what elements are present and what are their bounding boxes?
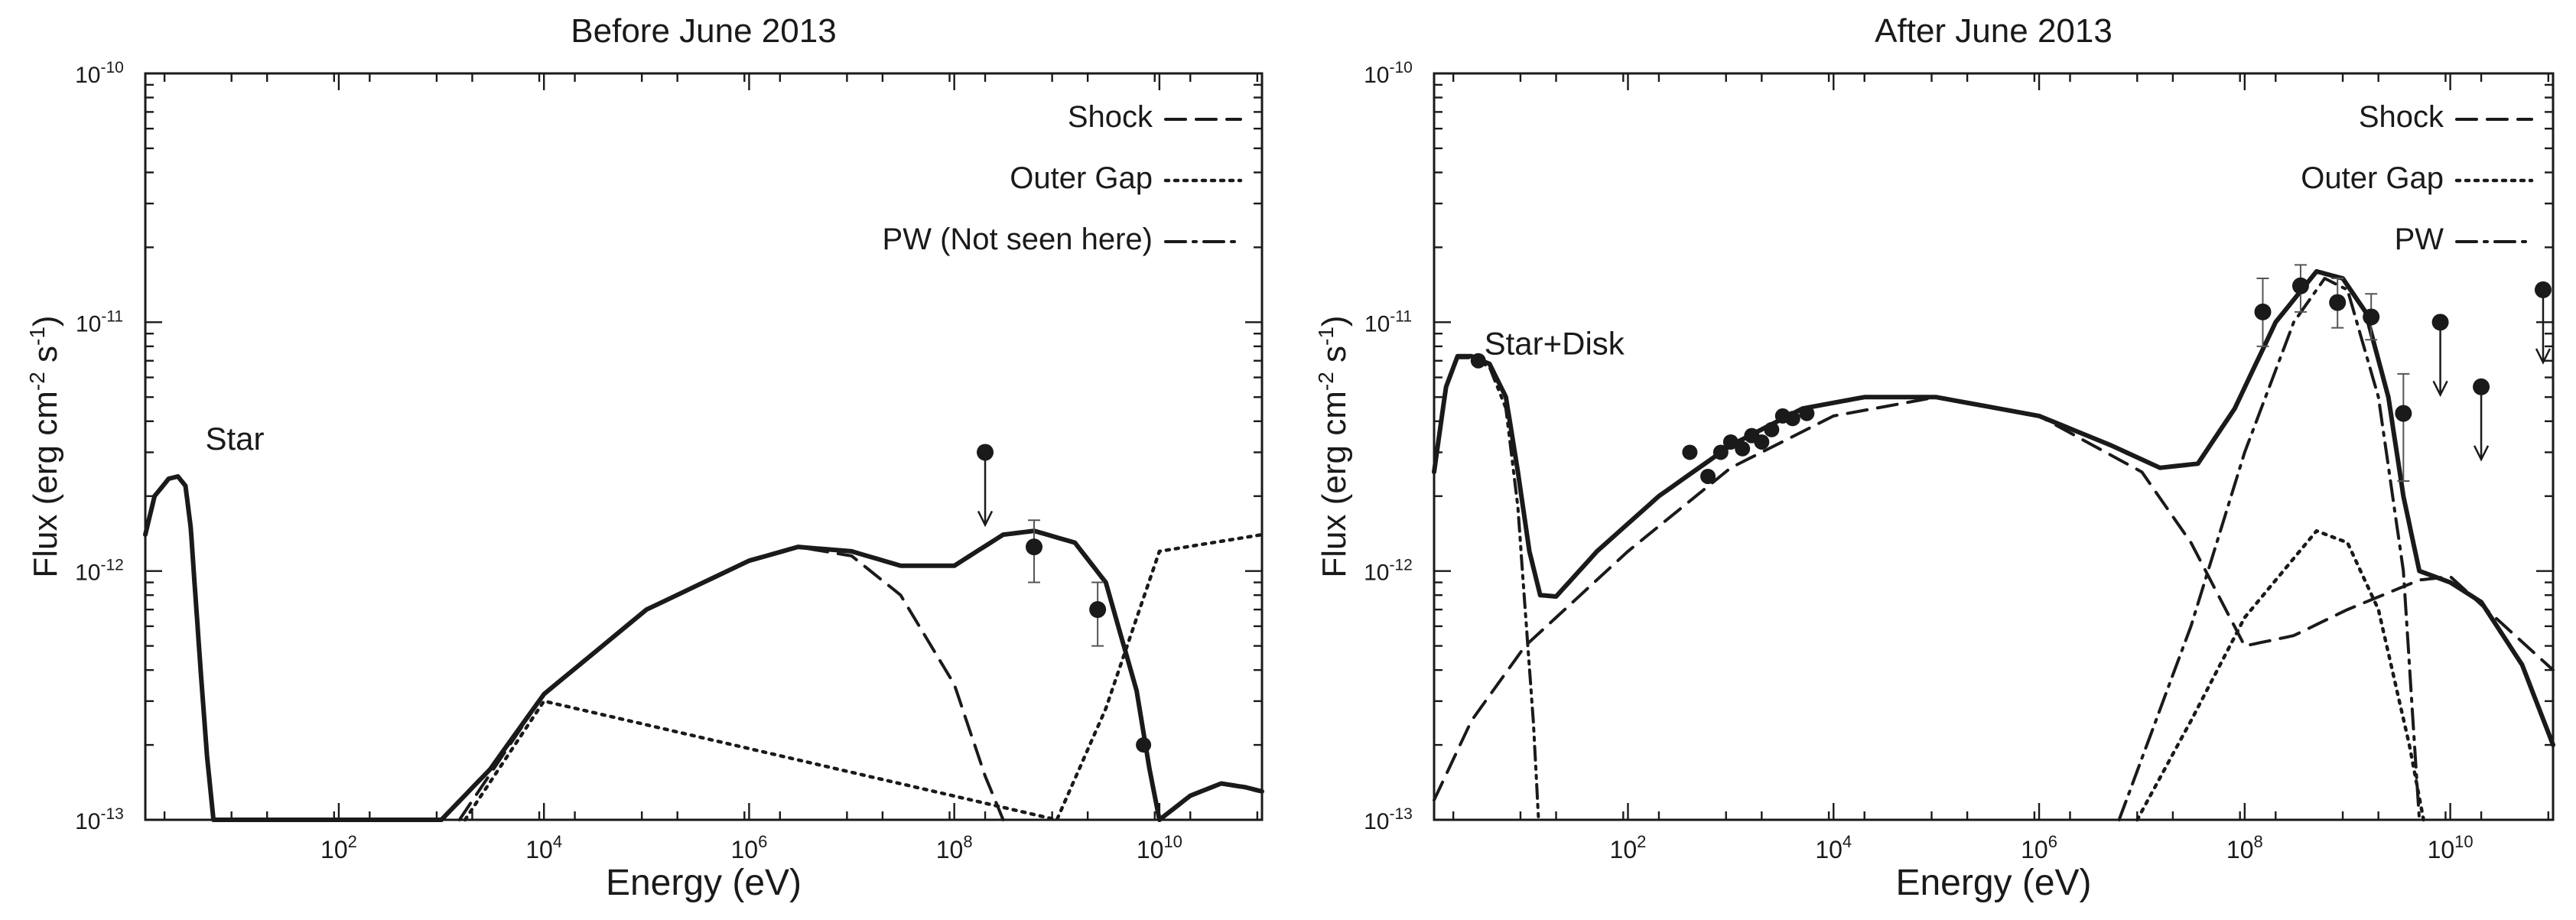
y-axis-label: Flux (erg cm-2 s-1) [1314, 315, 1353, 577]
curve-outer-gap [2135, 528, 2425, 822]
data-point [2291, 277, 2309, 294]
upper-limit-arrowhead [977, 510, 994, 528]
legend-label-shock: Shock [2359, 100, 2444, 134]
y-tick-label: 10-10 [1364, 59, 1413, 88]
data-point [1470, 353, 1486, 369]
y-tick-label: 10-12 [1364, 557, 1413, 586]
y-axis-ticks: 10-13 10-12 10-11 10-10 [75, 59, 1262, 834]
data-point [1089, 601, 1107, 619]
curve-star-disk [1433, 356, 1540, 821]
annotation-label: Star+Disk [1485, 325, 1625, 361]
data-point [2329, 294, 2347, 311]
data-point [2395, 405, 2412, 422]
x-tick-label: 102 [320, 832, 357, 863]
legend-label-outer-gap: Outer Gap [2301, 161, 2444, 195]
legend: Shock Outer Gap PW [2301, 100, 2534, 256]
curve-outer-gap [463, 532, 1264, 822]
data-points [1470, 264, 2412, 484]
x-tick-label: 106 [730, 832, 767, 863]
y-tick-label: 10-10 [75, 59, 124, 88]
data-point [1682, 444, 1698, 460]
chart-title: After June 2013 [1875, 12, 2113, 50]
data-point [1799, 405, 1815, 421]
upper-limits [2431, 281, 2552, 462]
x-axis-ticks: 102 104 106 108 1010 [1452, 73, 2550, 863]
data-point [1026, 538, 1043, 556]
legend: Shock Outer Gap PW (Not seen here) [883, 100, 1243, 256]
legend-entry-shock: Shock [2359, 100, 2533, 134]
data-point [1712, 444, 1729, 460]
curve-shock [1433, 395, 2555, 802]
model-curves [143, 474, 1264, 822]
x-tick-label: 1010 [2428, 832, 2474, 863]
data-point [1784, 411, 1800, 427]
upper-limits [977, 444, 994, 528]
legend-label-pw: PW (Not seen here) [883, 223, 1153, 256]
data-point [1722, 434, 1738, 450]
legend-entry-outer-gap: Outer Gap [1010, 161, 1243, 195]
y-tick-label: 10-13 [75, 805, 124, 834]
x-tick-label: 102 [1610, 832, 1647, 863]
data-point [2254, 303, 2272, 320]
y-axis-label: Flux (erg cm-2 s-1) [25, 315, 64, 577]
data-point [2363, 308, 2380, 326]
legend-entry-pw: PW [2395, 223, 2533, 256]
data-point [1764, 421, 1780, 437]
data-point [1136, 737, 1152, 753]
data-point [1735, 440, 1751, 457]
data-point [1754, 434, 1770, 450]
legend-label-pw: PW [2395, 223, 2444, 256]
upper-limit-arrowhead [2535, 348, 2552, 365]
model-curves [1432, 268, 2555, 822]
chart-title: Before June 2013 [571, 12, 836, 50]
x-axis-label: Energy (eV) [606, 863, 802, 903]
x-tick-label: 1010 [1137, 832, 1182, 863]
x-tick-label: 104 [1815, 832, 1852, 863]
legend-entry-outer-gap: Outer Gap [2301, 161, 2534, 195]
chart-after-june-2013: After June 2013 10-13 10-12 10-11 10-10 102… [1314, 12, 2555, 903]
y-tick-label: 10-11 [1364, 307, 1412, 336]
y-tick-label: 10-13 [1364, 805, 1413, 834]
plot-area [144, 72, 1264, 821]
x-axis-ticks: 102 104 106 108 1010 [163, 73, 1259, 863]
y-axis-ticks: 10-13 10-12 10-11 10-10 [1364, 59, 2553, 834]
curve-shock [457, 545, 1005, 821]
upper-limit-arrowhead [2473, 445, 2490, 462]
legend-entry-shock: Shock [1068, 100, 1242, 134]
legend-label-shock: Shock [1068, 100, 1153, 134]
x-tick-label: 108 [936, 832, 973, 863]
legend-entry-pw: PW (Not seen here) [883, 223, 1242, 256]
annotation-label: Star [205, 421, 264, 457]
chart-before-june-2013: Before June 2013 10-13 10-12 10-11 10-10 10… [25, 12, 1264, 903]
curve-total [143, 474, 1264, 822]
x-tick-label: 106 [2021, 832, 2057, 863]
x-tick-label: 104 [525, 832, 562, 863]
data-point [1700, 468, 1716, 484]
data-points [1026, 519, 1152, 753]
curve-pw [2117, 277, 2422, 821]
x-tick-label: 108 [2226, 832, 2263, 863]
plot-area [1433, 72, 2555, 821]
upper-limit-arrowhead [2432, 380, 2448, 398]
y-tick-label: 10-11 [76, 307, 123, 336]
y-tick-label: 10-12 [75, 557, 124, 586]
x-axis-label: Energy (eV) [1895, 863, 2091, 903]
legend-label-outer-gap: Outer Gap [1010, 161, 1153, 195]
